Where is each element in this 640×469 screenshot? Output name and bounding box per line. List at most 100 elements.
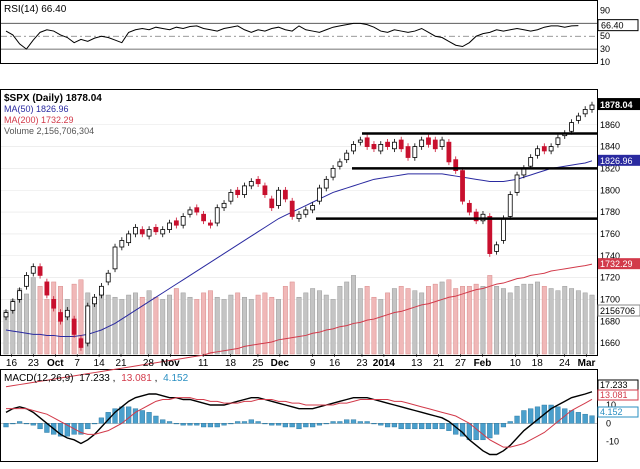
volume-bar: [548, 288, 554, 355]
candle-body: [235, 189, 241, 196]
candle-body: [460, 170, 465, 202]
volume-bar: [487, 275, 493, 355]
macd-histogram-bar: [255, 421, 261, 424]
macd-histogram-bar: [391, 423, 397, 428]
price-badge-text: 1878.04: [600, 100, 633, 110]
macd-histogram-bar: [323, 423, 329, 425]
volume-bar: [555, 290, 561, 355]
candle-body: [98, 285, 104, 296]
macd-badge-text: 17.233: [600, 380, 628, 390]
x-tick-label: Dec: [271, 358, 290, 369]
volume-bar: [187, 296, 193, 355]
volume-bar: [78, 279, 84, 355]
ma200-legend: MA(200) 1732.29: [4, 115, 74, 125]
candle-body: [303, 209, 309, 215]
candle-body: [71, 318, 77, 335]
macd-histogram-bar: [201, 423, 207, 428]
volume-bar: [173, 288, 179, 355]
rsi-title-text: RSI(14) 66.40: [4, 4, 67, 15]
candle-body: [187, 209, 193, 215]
price-tick-label: 1660: [600, 338, 620, 348]
x-tick-label: 7: [74, 358, 80, 369]
x-tick-label: 16: [6, 358, 18, 369]
volume-bar: [276, 299, 282, 355]
candle-body: [194, 207, 200, 213]
macd-histogram-bar: [132, 408, 139, 424]
macd-badges: 17.233 13.081 4.152: [597, 379, 639, 418]
ma50-line: [5, 160, 593, 338]
volume-bar: [535, 281, 540, 355]
x-tick-label: 24: [559, 358, 571, 369]
candle-body: [330, 168, 336, 178]
rsi-tick-label: 30: [600, 44, 610, 54]
rsi-tick-label: 90: [600, 5, 610, 15]
volume-bar: [235, 292, 241, 355]
price-tick-label: 1820: [600, 163, 620, 173]
price-tick-label: 1840: [600, 142, 620, 152]
candle-body: [385, 141, 390, 147]
volume-bar: [507, 292, 513, 355]
candle-body: [160, 229, 166, 235]
x-tick-label: 10: [510, 358, 522, 369]
candle-body: [569, 122, 574, 132]
macd-histogram-bar: [494, 423, 500, 435]
volume-bar: [126, 294, 132, 355]
macd-histogram-bar: [23, 423, 30, 425]
rsi-badge-text: 66.40: [601, 21, 624, 31]
macd-histogram-bar: [439, 423, 445, 430]
price-tick-label: 1860: [600, 120, 620, 130]
macd-histogram-bar: [112, 408, 118, 424]
volume-bar: [391, 288, 397, 355]
macd-histogram-bar: [139, 410, 145, 424]
volume-bar: [562, 286, 568, 355]
candle-body: [228, 192, 234, 202]
candle-body: [405, 146, 411, 158]
macd-tick-label: 0: [606, 418, 611, 428]
x-tick-label: Nov: [161, 358, 180, 369]
candle-body: [548, 146, 554, 152]
macd-histogram-bar: [119, 406, 125, 424]
x-tick-label: 21: [433, 358, 445, 369]
candle-body: [255, 178, 261, 185]
candle-body: [507, 194, 513, 217]
macd-histogram-bar: [534, 406, 541, 424]
candle-body: [3, 312, 9, 318]
volume-bar: [160, 299, 166, 355]
macd-histogram-bar: [528, 408, 534, 424]
candle-body: [58, 312, 63, 322]
macd-histogram-bar: [85, 423, 91, 430]
macd-histogram-bar: [173, 423, 179, 425]
price-tick-label: 1700: [600, 294, 620, 304]
volume-bar: [255, 294, 261, 355]
candle-body: [242, 185, 247, 196]
ma50-badge-text: 1826.96: [600, 156, 633, 166]
volume-bar: [51, 281, 57, 355]
candle-body: [371, 143, 377, 150]
volume-bar: [412, 290, 418, 355]
volume-bar: [337, 286, 343, 355]
candle-body: [439, 139, 445, 147]
volume-bar: [207, 290, 213, 355]
volume-bar: [480, 286, 486, 355]
candle-body: [112, 246, 118, 270]
volume-bar: [139, 296, 145, 355]
x-tick-label: 16: [329, 358, 341, 369]
volume-bar: [398, 286, 404, 355]
candle-body: [501, 218, 506, 241]
signal-line: [6, 397, 593, 448]
candle-body: [555, 137, 561, 145]
candle-body: [85, 305, 91, 344]
candle-body: [37, 266, 43, 276]
macd-histogram-bar: [126, 406, 132, 424]
volume-bar: [289, 281, 295, 355]
macd-histogram-bar: [207, 423, 214, 428]
volume-bar: [589, 294, 595, 355]
macd-title: MACD(12,26,9) 17.233 , 13.081 , 4.152: [4, 373, 189, 384]
x-tick-label: Oct: [47, 358, 64, 369]
volume-bar: [214, 296, 220, 355]
price-tick-label: 1780: [600, 207, 620, 217]
candle-body: [167, 222, 172, 230]
volume-bar: [180, 292, 186, 355]
candle-body: [446, 141, 452, 163]
